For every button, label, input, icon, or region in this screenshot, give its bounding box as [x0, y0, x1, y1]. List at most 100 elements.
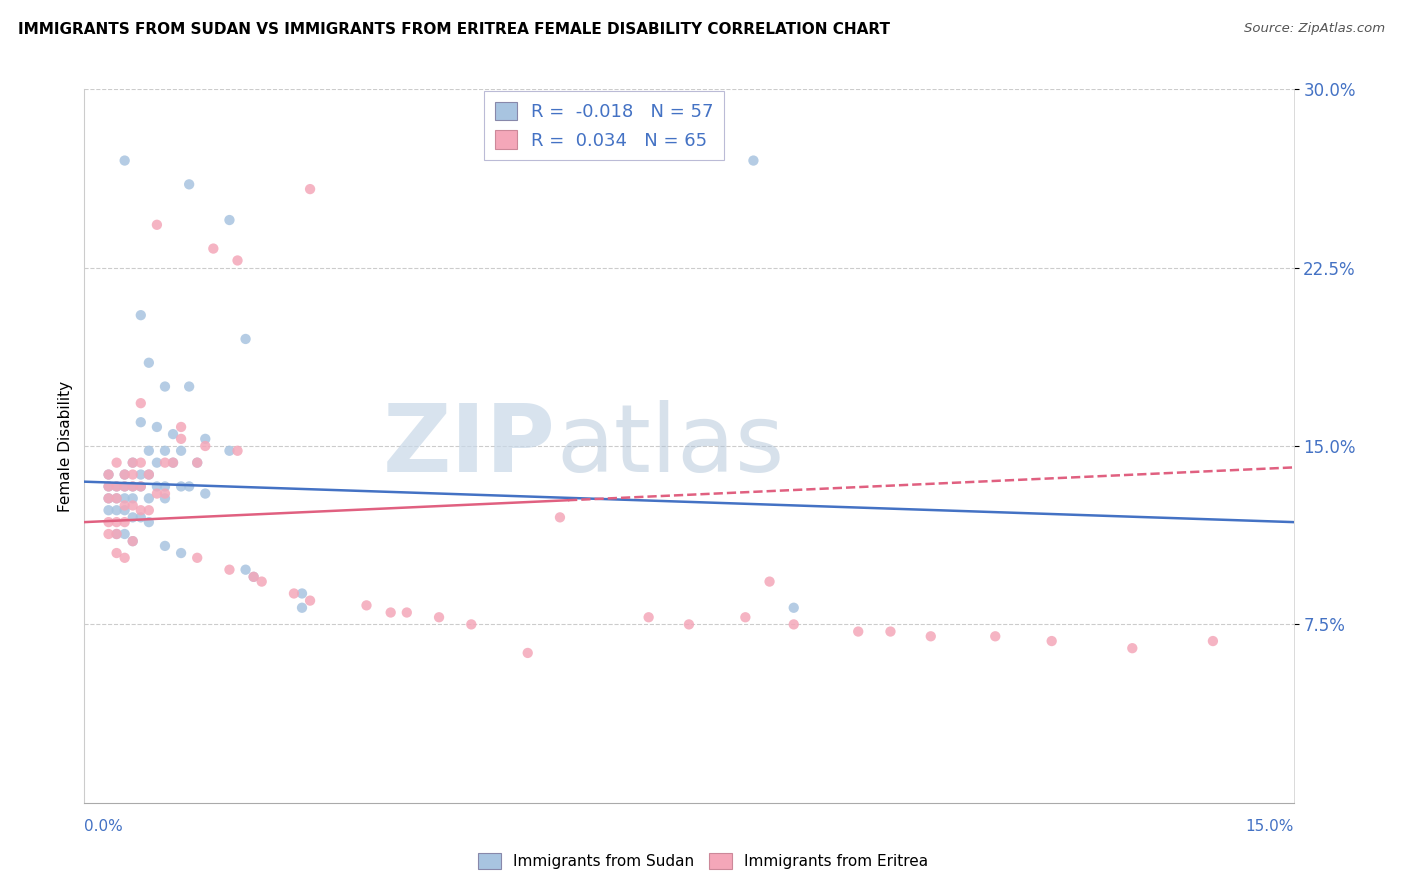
Legend: Immigrants from Sudan, Immigrants from Eritrea: Immigrants from Sudan, Immigrants from E… — [471, 847, 935, 875]
Point — [179, 379, 201, 393]
Point — [758, 574, 780, 589]
Legend: R =  -0.018   N = 57, R =  0.034   N = 65: R = -0.018 N = 57, R = 0.034 N = 65 — [484, 91, 724, 161]
Point — [105, 479, 128, 493]
Point — [395, 606, 418, 620]
Point — [114, 515, 136, 529]
Point — [105, 527, 128, 541]
Point — [105, 491, 128, 506]
Point — [846, 624, 869, 639]
Point — [146, 456, 169, 470]
Point — [97, 503, 120, 517]
Text: atlas: atlas — [555, 400, 785, 492]
Point — [121, 467, 143, 482]
Text: Source: ZipAtlas.com: Source: ZipAtlas.com — [1244, 22, 1385, 36]
Point — [783, 617, 806, 632]
Point — [114, 153, 136, 168]
Point — [162, 456, 184, 470]
Point — [138, 356, 160, 370]
Point — [202, 242, 225, 256]
Point — [114, 491, 136, 506]
Text: ZIP: ZIP — [382, 400, 555, 492]
Point — [153, 456, 176, 470]
Point — [194, 439, 217, 453]
Point — [783, 600, 806, 615]
Point — [218, 563, 240, 577]
Point — [226, 253, 249, 268]
Point — [218, 443, 240, 458]
Point — [186, 550, 208, 565]
Point — [194, 432, 217, 446]
Point — [97, 515, 120, 529]
Point — [1202, 634, 1225, 648]
Point — [250, 574, 273, 589]
Point — [879, 624, 901, 639]
Point — [114, 503, 136, 517]
Point — [97, 491, 120, 506]
Point — [129, 308, 152, 322]
Point — [105, 527, 128, 541]
Point — [121, 510, 143, 524]
Point — [146, 218, 169, 232]
Point — [153, 443, 176, 458]
Point — [114, 527, 136, 541]
Point — [153, 486, 176, 500]
Point — [129, 479, 152, 493]
Point — [105, 479, 128, 493]
Point — [146, 486, 169, 500]
Point — [186, 456, 208, 470]
Point — [186, 456, 208, 470]
Text: 15.0%: 15.0% — [1246, 820, 1294, 834]
Point — [678, 617, 700, 632]
Point — [138, 467, 160, 482]
Point — [1121, 641, 1143, 656]
Point — [114, 550, 136, 565]
Point — [299, 593, 322, 607]
Point — [291, 586, 314, 600]
Point — [97, 467, 120, 482]
Point — [114, 467, 136, 482]
Point — [235, 332, 257, 346]
Point — [179, 479, 201, 493]
Point — [97, 491, 120, 506]
Point — [114, 467, 136, 482]
Point — [226, 443, 249, 458]
Point — [121, 479, 143, 493]
Point — [138, 443, 160, 458]
Point — [460, 617, 482, 632]
Point — [637, 610, 659, 624]
Point — [114, 479, 136, 493]
Point — [218, 213, 240, 227]
Point — [242, 570, 264, 584]
Point — [105, 456, 128, 470]
Text: 0.0%: 0.0% — [84, 820, 124, 834]
Point — [299, 182, 322, 196]
Point — [121, 499, 143, 513]
Point — [742, 153, 765, 168]
Point — [548, 510, 571, 524]
Point — [97, 479, 120, 493]
Point — [153, 379, 176, 393]
Point — [153, 479, 176, 493]
Point — [283, 586, 305, 600]
Point — [170, 420, 193, 434]
Point — [121, 491, 143, 506]
Point — [97, 479, 120, 493]
Point — [97, 467, 120, 482]
Point — [121, 534, 143, 549]
Point — [153, 539, 176, 553]
Point — [138, 503, 160, 517]
Point — [194, 486, 217, 500]
Point — [170, 432, 193, 446]
Point — [105, 546, 128, 560]
Point — [162, 456, 184, 470]
Point — [129, 456, 152, 470]
Point — [170, 479, 193, 493]
Point — [427, 610, 450, 624]
Y-axis label: Female Disability: Female Disability — [58, 380, 73, 512]
Point — [153, 491, 176, 506]
Point — [105, 503, 128, 517]
Point — [129, 503, 152, 517]
Point — [114, 479, 136, 493]
Point — [129, 479, 152, 493]
Point — [356, 599, 378, 613]
